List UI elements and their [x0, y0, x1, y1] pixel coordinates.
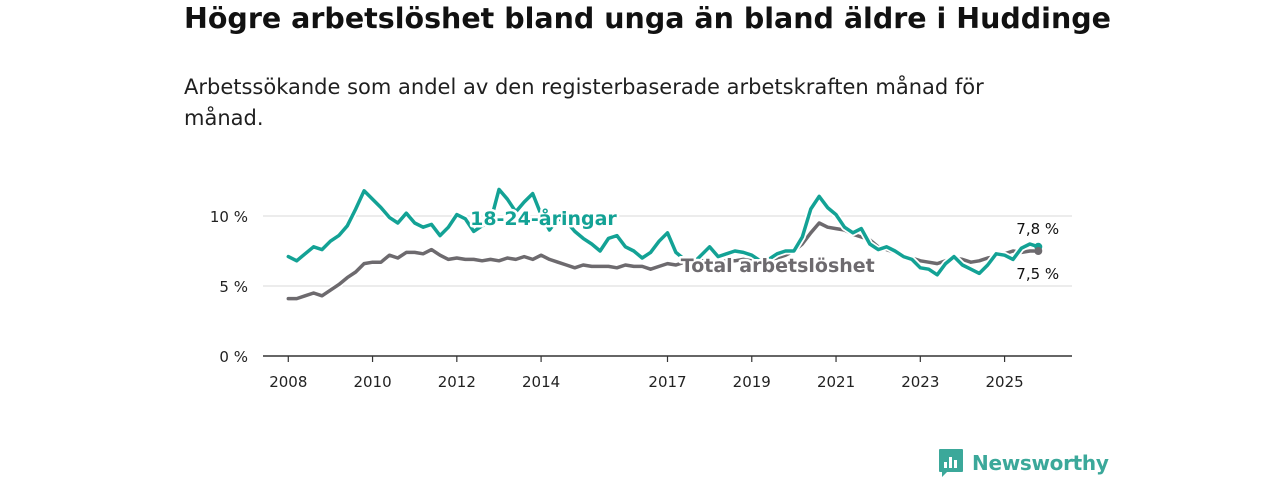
total-series-label: Total arbetslöshet	[681, 255, 875, 277]
total-end-marker	[1034, 247, 1043, 255]
x-tick-label: 2014	[522, 373, 560, 391]
x-tick-label: 2012	[438, 373, 476, 391]
y-tick-label: 0 %	[219, 348, 248, 366]
youth-end-label: 7,8 %	[1016, 220, 1059, 238]
y-tick-label: 5 %	[219, 278, 248, 296]
x-tick-label: 2025	[985, 373, 1023, 391]
gridlines	[263, 215, 1072, 287]
y-tick-label: 10 %	[210, 208, 248, 226]
series-labels: 18-24-åringar Total arbetslöshet 7,8 % 7,5 …	[468, 203, 1062, 285]
y-axis-ticks: 0 % 5 % 10 %	[210, 208, 248, 366]
series-lines	[284, 185, 1042, 303]
line-chart: 0 %5 %10 % 2008 2010 2012 2014 2017 2019 2021 2…	[210, 185, 1072, 391]
x-tick-label: 2017	[648, 373, 686, 391]
x-axis: 2008 2010 2012 2014 2017 2019 2021 2023 2025	[263, 355, 1072, 391]
page-title: Högre arbetslöshet bland unga än bland ä…	[184, 2, 1111, 35]
youth-unemployment-line	[286, 187, 1041, 277]
x-tick-label: 2019	[733, 373, 771, 391]
x-tick-label: 2010	[353, 373, 391, 391]
page-subtitle: Arbetssökande som andel av den registerb…	[184, 75, 984, 130]
brand-name: Newsworthy	[972, 451, 1109, 475]
x-tick-label: 2021	[817, 373, 855, 391]
total-end-label: 7,5 %	[1016, 265, 1059, 283]
newsworthy-logo[interactable]: Newsworthy	[938, 449, 1109, 477]
bar-chart-logo-icon	[939, 449, 963, 477]
x-tick-label: 2008	[269, 373, 307, 391]
x-tick-label: 2023	[901, 373, 939, 391]
youth-series-label: 18-24-åringar	[470, 206, 617, 230]
